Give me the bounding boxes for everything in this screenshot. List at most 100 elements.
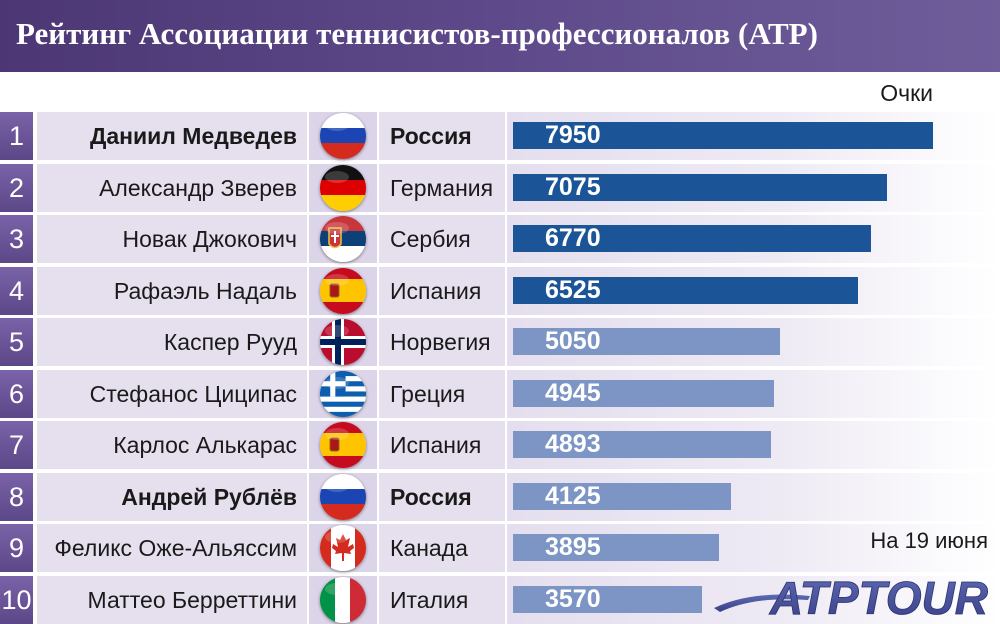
country-cell: Италия	[379, 575, 505, 624]
ranking-row: 8 Андрей Рублёв Россия 4125	[0, 472, 1000, 521]
points-bar	[513, 585, 702, 613]
country-cell: Испания	[379, 266, 505, 315]
country-name: Германия	[390, 174, 494, 201]
country-name: Сербия	[390, 226, 471, 252]
points-value: 6525	[545, 275, 601, 304]
rank-number: 1	[0, 112, 33, 160]
points-value: 4125	[545, 481, 601, 510]
points-axis-label: Очки	[880, 80, 933, 106]
points-value: 7075	[545, 172, 601, 201]
serbia-flag-icon	[320, 216, 366, 262]
flag-cell	[309, 318, 377, 366]
points-bar	[513, 122, 933, 149]
player-name-cell: Карлос Алькарас	[37, 421, 307, 469]
country-name: Испания	[390, 432, 482, 458]
player-name-cell: Маттео Берреттини	[37, 575, 307, 624]
country-cell: Испания	[379, 421, 505, 469]
player-name: Стефанос Циципас	[89, 380, 297, 407]
bar-cell: 5050	[507, 318, 1000, 366]
bar-cell: 3895	[507, 524, 1000, 572]
flag-cell	[309, 472, 377, 521]
bar-cell: 7075	[507, 163, 1000, 212]
player-name: Карлос Алькарас	[113, 432, 297, 458]
flag-cell	[309, 266, 377, 315]
ranking-row: 5 Каспер Рууд Норвегия 5050	[0, 318, 1000, 366]
russia-flag-icon	[320, 113, 366, 159]
bar-cell: 6770	[507, 215, 1000, 263]
points-value: 5050	[545, 327, 601, 355]
points-bar	[513, 534, 719, 561]
points-value: 4945	[545, 378, 601, 407]
points-value: 4893	[545, 430, 601, 458]
rank-number: 3	[0, 215, 33, 263]
ranking-row: 2 Александр Зверев Германия 7075	[0, 163, 1000, 212]
country-cell: Канада	[379, 524, 505, 572]
bar-cell: 6525	[507, 266, 1000, 315]
country-name: Испания	[390, 277, 482, 304]
player-name-cell: Феликс Оже-Альяссим	[37, 524, 307, 572]
rank-number: 10	[0, 575, 33, 624]
points-bar	[513, 173, 887, 201]
points-bar	[513, 431, 771, 458]
ranking-row: 4 Рафаэль Надаль Испания 6525	[0, 266, 1000, 315]
country-name: Италия	[390, 586, 469, 613]
rank-number: 2	[0, 163, 33, 212]
ranking-row: 9 Феликс Оже-Альяссим Канада 3895	[0, 524, 1000, 572]
date-note: На 19 июня	[870, 528, 988, 553]
logo-text: ATPTOUR	[769, 572, 988, 622]
country-cell: Норвегия	[379, 318, 505, 366]
rank-number: 4	[0, 266, 33, 315]
country-cell: Германия	[379, 163, 505, 212]
ranking-row: 3 Новак Джокович Сербия 6770	[0, 215, 1000, 263]
player-name: Маттео Берреттини	[87, 586, 297, 613]
player-name: Каспер Рууд	[163, 329, 297, 355]
flag-cell	[309, 163, 377, 212]
player-name-cell: Даниил Медведев	[37, 112, 307, 160]
player-name: Феликс Оже-Альяссим	[54, 535, 297, 561]
country-cell: Греция	[379, 369, 505, 418]
player-name-cell: Александр Зверев	[37, 163, 307, 212]
country-cell: Россия	[379, 472, 505, 521]
bar-cell: 4893	[507, 421, 1000, 469]
country-cell: Россия	[379, 112, 505, 160]
player-name-cell: Каспер Рууд	[37, 318, 307, 366]
player-name: Даниил Медведев	[89, 123, 297, 149]
rank-number: 7	[0, 421, 33, 469]
country-name: Норвегия	[390, 329, 491, 355]
player-name: Рафаэль Надаль	[113, 277, 297, 304]
player-name-cell: Стефанос Циципас	[37, 369, 307, 418]
flag-cell	[309, 524, 377, 572]
ranking-row: 1 Даниил Медведев Россия 7950	[0, 112, 1000, 160]
norway-flag-icon	[320, 319, 366, 365]
ranking-row: 6 Стефанос Циципас Греция 4945	[0, 369, 1000, 418]
rank-number: 5	[0, 318, 33, 366]
points-value: 6770	[545, 224, 601, 252]
points-value: 7950	[545, 121, 601, 149]
country-name: Россия	[390, 123, 472, 149]
points-bar	[513, 328, 780, 355]
country-name: Греция	[390, 380, 466, 407]
points-bar	[513, 276, 858, 304]
spain-flag-icon	[320, 267, 366, 314]
flag-cell	[309, 215, 377, 263]
italy-flag-icon	[320, 576, 366, 623]
points-bar	[513, 482, 731, 510]
rank-number: 9	[0, 524, 33, 572]
ranking-row: 7 Карлос Алькарас Испания 4893	[0, 421, 1000, 469]
flag-cell	[309, 369, 377, 418]
flag-cell	[309, 421, 377, 469]
player-name: Александр Зверев	[99, 174, 297, 201]
flag-cell	[309, 112, 377, 160]
country-cell: Сербия	[379, 215, 505, 263]
chart-title: Рейтинг Ассоциации теннисистов-профессио…	[16, 16, 818, 51]
bar-cell: 4125	[507, 472, 1000, 521]
atp-tour-logo: ATPTOUR	[714, 572, 988, 622]
country-name: Канада	[390, 535, 468, 561]
ranking-row: 10 Маттео Берреттини Италия 3570	[0, 575, 1000, 624]
bar-cell: 4945	[507, 369, 1000, 418]
rank-number: 8	[0, 472, 33, 521]
canada-flag-icon	[320, 525, 366, 571]
player-name-cell: Андрей Рублёв	[37, 472, 307, 521]
rank-number: 6	[0, 369, 33, 418]
header-banner: Рейтинг Ассоциации теннисистов-профессио…	[0, 0, 1000, 72]
